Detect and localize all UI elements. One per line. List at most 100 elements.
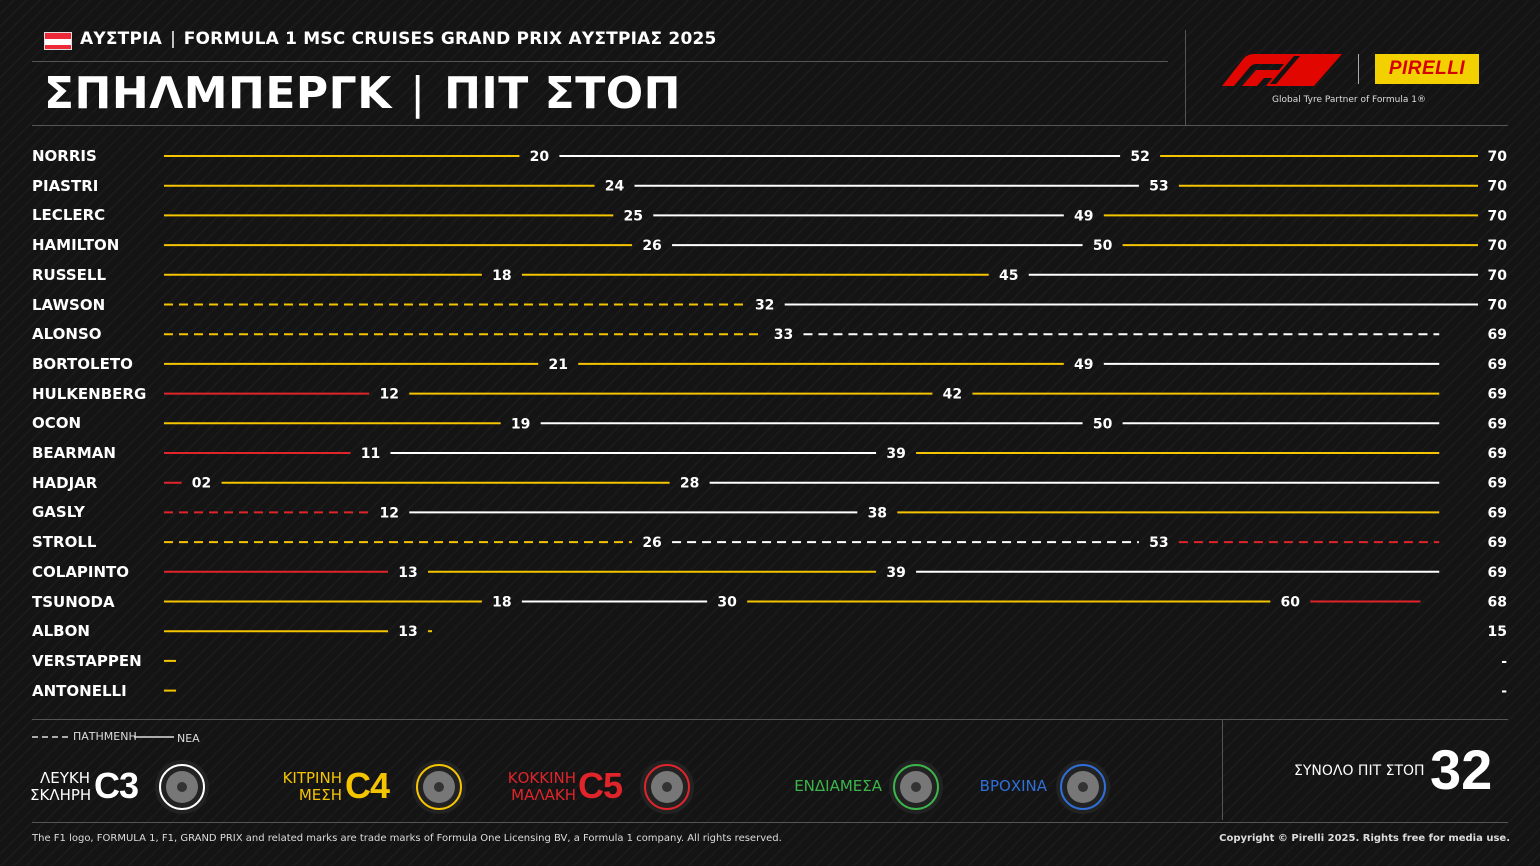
line-style-legend-icon: [32, 736, 174, 738]
final-lap-label-bearman: 69: [1488, 446, 1507, 462]
event-subtitle: ΑΥΣΤΡΙΑ | FORMULA 1 MSC CRUISES GRAND PR…: [80, 29, 717, 49]
compound-c3: C3: [94, 765, 139, 806]
driver-name-norris: NORRIS: [32, 147, 97, 165]
footer-copyright: Copyright © Pirelli 2025. Rights free fo…: [1219, 833, 1510, 844]
pit-lap-label-gasly-1: 12: [380, 505, 399, 521]
header-divider: [32, 61, 1168, 62]
footer-disclaimer: The F1 logo, FORMULA 1, F1, GRAND PRIX a…: [32, 833, 782, 844]
final-lap-label-gasly: 69: [1488, 505, 1507, 521]
tyre-wet-label: ΒΡΟΧΙΝΑ: [979, 777, 1047, 795]
country-name: ΑΥΣΤΡΙΑ: [80, 29, 163, 49]
driver-name-russell: RUSSELL: [32, 265, 107, 284]
final-lap-label-hamilton: 70: [1488, 238, 1508, 254]
final-lap-label-stroll: 69: [1488, 535, 1507, 551]
final-lap-label-bortoleto: 69: [1488, 357, 1507, 373]
final-lap-label-leclerc: 70: [1488, 208, 1508, 224]
pit-lap-label-bearman-2: 39: [886, 446, 905, 462]
driver-name-verstappen: VERSTAPPEN: [32, 651, 142, 670]
pit-lap-label-hadjar-1: 02: [192, 476, 211, 492]
final-lap-label-norris: 70: [1488, 149, 1508, 165]
pit-lap-label-bearman-1: 11: [361, 446, 380, 462]
pit-lap-label-leclerc-1: 25: [624, 208, 643, 224]
driver-name-piastri: PIASTRI: [32, 176, 99, 195]
pit-lap-label-colapinto-2: 39: [886, 565, 905, 581]
driver-name-bortoleto: BORTOLETO: [32, 354, 133, 373]
used-label: ΠΑΤΗΜΕΝΗ: [73, 730, 137, 743]
driver-name-lawson: LAWSON: [32, 295, 106, 314]
pit-lap-label-lawson-1: 32: [755, 298, 774, 314]
pit-lap-label-hamilton-1: 26: [642, 238, 661, 254]
pit-lap-label-hadjar-2: 28: [680, 476, 699, 492]
pit-lap-label-alonso-1: 33: [774, 327, 793, 343]
pit-lap-label-bortoleto-1: 21: [548, 357, 567, 373]
title-separator: |: [395, 68, 441, 119]
pit-lap-label-hamilton-2: 50: [1093, 238, 1113, 254]
driver-name-stroll: STROLL: [32, 533, 97, 552]
total-pit-stops-label: ΣΥΝΟΛΟ ΠΙΤ ΣΤΟΠ: [1294, 763, 1425, 779]
pit-lap-label-gasly-2: 38: [868, 505, 887, 521]
driver-name-albon: ALBON: [32, 622, 90, 641]
pit-lap-label-colapinto-1: 13: [398, 565, 417, 581]
final-lap-label-tsunoda: 68: [1488, 595, 1507, 611]
pit-lap-label-hulkenberg-2: 42: [943, 387, 962, 403]
compound-c5: C5: [578, 765, 623, 806]
circuit-name: ΣΠΗΛΜΠΕΡΓΚ: [44, 68, 392, 119]
wet-tyre-icon: [1056, 760, 1110, 814]
event-name: FORMULA 1 MSC CRUISES GRAND PRIX ΑΥΣΤΡΙΑ…: [183, 29, 717, 49]
driver-name-hulkenberg: HULKENBERG: [32, 384, 147, 403]
tyre-hard-line2: ΣΚΛΗΡΗ: [30, 786, 92, 804]
pit-lap-label-bortoleto-2: 49: [1074, 357, 1093, 373]
hard-tyre-icon: [155, 760, 209, 814]
final-lap-label-hadjar: 69: [1488, 476, 1507, 492]
pit-lap-label-tsunoda-3: 60: [1281, 595, 1301, 611]
final-lap-label-albon: 15: [1488, 624, 1507, 640]
driver-name-hadjar: HADJAR: [32, 473, 98, 492]
pit-lap-label-ocon-2: 50: [1093, 416, 1113, 432]
tyre-medium-label: ΚΙΤΡΙΝΗ ΜΕΣΗ: [272, 770, 342, 804]
austria-flag-icon: [44, 32, 72, 50]
final-lap-label-antonelli: -: [1501, 684, 1507, 700]
total-pit-stops-value: 32: [1430, 738, 1493, 801]
total-divider: [1222, 720, 1223, 820]
tyre-hard-label: ΛΕΥΚΗ ΣΚΛΗΡΗ: [30, 769, 92, 804]
logo-separator: [1358, 54, 1359, 84]
footer-divider: [32, 822, 1508, 823]
pit-lap-label-piastri-2: 53: [1149, 179, 1168, 195]
pit-lap-label-leclerc-2: 49: [1074, 208, 1093, 224]
final-lap-label-ocon: 69: [1488, 416, 1507, 432]
tyre-hard-line1: ΛΕΥΚΗ: [39, 769, 90, 787]
tyre-soft-line2: ΜΑΛΑΚΗ: [511, 786, 576, 804]
pit-lap-label-tsunoda-2: 30: [717, 595, 737, 611]
final-lap-label-colapinto: 69: [1488, 565, 1507, 581]
driver-name-colapinto: COLAPINTO: [32, 562, 130, 581]
section-name: ΠΙΤ ΣΤΟΠ: [444, 68, 681, 119]
medium-tyre-icon: [412, 760, 466, 814]
page-title: ΣΠΗΛΜΠΕΡΓΚ | ΠΙΤ ΣΤΟΠ: [44, 68, 681, 119]
pit-lap-label-ocon-1: 19: [511, 416, 530, 432]
final-lap-label-lawson: 70: [1488, 298, 1508, 314]
pit-lap-label-norris-2: 52: [1130, 149, 1149, 165]
soft-tyre-icon: [640, 760, 694, 814]
compound-c4: C4: [345, 765, 390, 806]
legend-divider: [32, 719, 1508, 720]
driver-name-gasly: GASLY: [32, 503, 85, 522]
driver-name-tsunoda: TSUNODA: [32, 592, 115, 611]
driver-name-bearman: BEARMAN: [32, 444, 116, 462]
tyre-soft-label: ΚΟΚΚΙΝΗ ΜΑΛΑΚΗ: [500, 770, 576, 804]
driver-name-leclerc: LECLERC: [32, 206, 106, 225]
logo-divider: [1185, 30, 1186, 125]
title-divider: [32, 125, 1508, 126]
tyre-soft-line1: ΚΟΚΚΙΝΗ: [507, 769, 576, 787]
final-lap-label-verstappen: -: [1501, 654, 1507, 670]
driver-name-ocon: OCON: [32, 414, 82, 433]
pirelli-logo: PIRELLI: [1375, 54, 1479, 84]
f1-logo-icon: [1222, 54, 1342, 86]
pit-lap-label-piastri-1: 24: [605, 179, 625, 195]
driver-name-alonso: ALONSO: [32, 325, 102, 344]
final-lap-label-alonso: 69: [1488, 327, 1507, 343]
final-lap-label-russell: 70: [1488, 268, 1508, 284]
tyre-intermediate-label: ΕΝΔΙΑΜΕΣΑ: [794, 777, 882, 795]
partner-tagline: Global Tyre Partner of Formula 1®: [1272, 95, 1426, 105]
pit-lap-label-hulkenberg-1: 12: [380, 387, 399, 403]
